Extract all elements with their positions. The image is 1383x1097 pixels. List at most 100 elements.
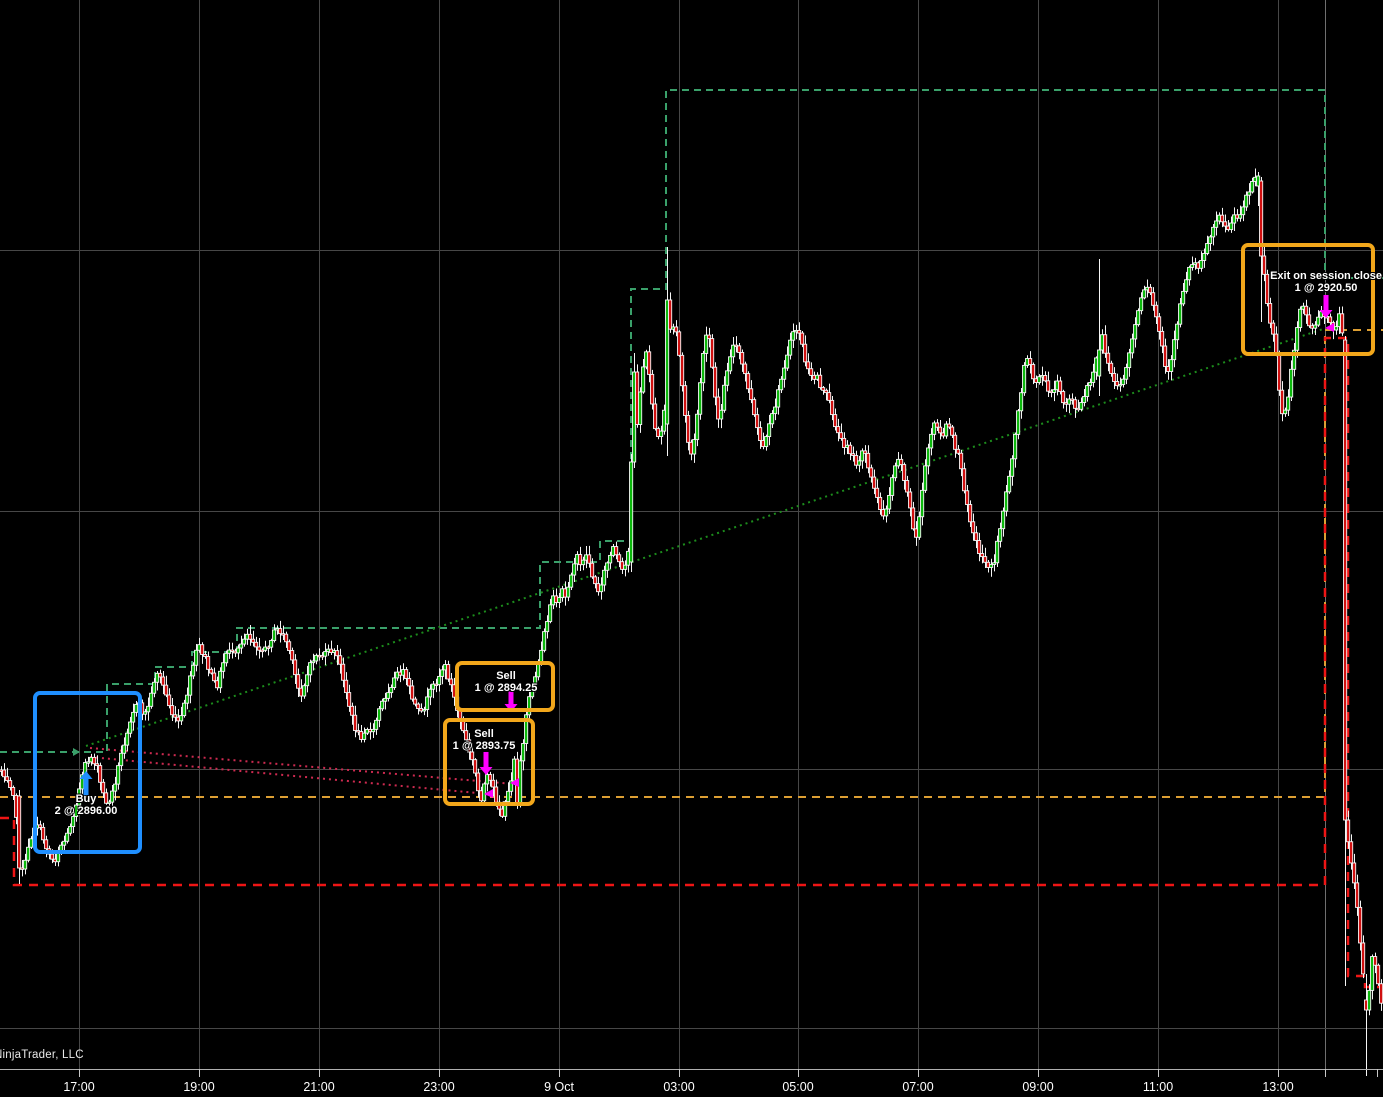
candle-body-up (524, 714, 529, 744)
candle-body-up (509, 780, 514, 792)
candle-body-up (731, 344, 736, 358)
candle-body-up (116, 765, 121, 785)
candle-body-down (851, 453, 856, 456)
candle-body-down (494, 786, 499, 803)
candle-body-down (953, 434, 958, 450)
candle-body-down (1151, 292, 1156, 306)
candle-body-up (767, 423, 772, 438)
candle-body-up (722, 384, 727, 411)
candle-body-down (1307, 314, 1312, 327)
candle-body-down (1355, 882, 1360, 908)
time-axis-label: 9 Oct (544, 1080, 574, 1094)
candle-body-up (134, 703, 139, 713)
candle-body-down (251, 638, 256, 643)
candle-body-down (710, 338, 715, 368)
candle-body-up (1127, 352, 1132, 369)
buy-execution-arrow-stem (83, 779, 89, 796)
candle-body-down (161, 676, 166, 686)
candle-body-down (1058, 380, 1063, 393)
candle-body-up (323, 651, 328, 657)
candle-body-down (284, 633, 289, 643)
trailing-line-start (73, 748, 80, 756)
time-axis-label: 19:00 (183, 1080, 214, 1094)
candle-body-down (1223, 221, 1228, 227)
candle-body-up (926, 447, 931, 467)
candle-body-down (950, 426, 955, 436)
candle-body-up (890, 477, 895, 496)
candle-body-down (959, 452, 964, 470)
candle-body-up (1313, 324, 1318, 329)
candle-body-down (257, 646, 262, 651)
candle-body-down (1115, 381, 1120, 387)
candle-body-down (1274, 333, 1279, 355)
candle-body-up (1082, 396, 1087, 404)
candle-body-up (581, 559, 586, 566)
candle-body-up (764, 436, 769, 448)
loss-trade-line-1 (89, 747, 515, 785)
candle-body-down (101, 781, 106, 794)
loss-trade-line-2 (89, 756, 489, 795)
candle-body-down (41, 826, 46, 841)
candle-body-up (425, 696, 430, 710)
candle-body-up (641, 366, 646, 393)
candle-body-up (191, 664, 196, 677)
candle-body-up (920, 489, 925, 518)
time-axis-label: 05:00 (782, 1080, 813, 1094)
candle-body-down (341, 663, 346, 681)
candle-body-up (239, 643, 244, 649)
candle-body-up (776, 389, 781, 408)
candle-body-down (95, 763, 100, 767)
candle-body-down (209, 668, 214, 674)
candle-body-up (131, 711, 136, 723)
candle-body-down (11, 787, 16, 796)
candle-body-down (1379, 983, 1383, 1004)
candle-body-up (362, 732, 367, 740)
candle-body-down (296, 674, 301, 689)
candle-body-down (677, 331, 682, 356)
candle-body-down (50, 853, 55, 860)
trade-line-end-2 (484, 789, 493, 798)
candle-body-up (1169, 359, 1174, 372)
candle-body-up (545, 621, 550, 633)
sell-execution-arrow-1-stem (508, 688, 514, 704)
candle-body-up (1091, 371, 1096, 383)
candle-body-down (947, 423, 952, 428)
candle-body-up (128, 721, 133, 734)
candle-body-up (65, 832, 70, 842)
candle-body-down (740, 352, 745, 365)
candle-body-up (1241, 206, 1246, 216)
candle-body-down (803, 343, 808, 363)
candle-body-down (713, 366, 718, 398)
candle-body-down (797, 329, 802, 334)
candle-body-up (1052, 389, 1057, 393)
candle-body-up (1088, 382, 1093, 387)
candle-body-up (659, 430, 664, 437)
candle-body-down (1028, 358, 1033, 366)
candle-body-up (1367, 989, 1372, 1011)
candle-body-up (188, 675, 193, 696)
candle-body-up (224, 652, 229, 664)
candle-body-up (1229, 222, 1234, 231)
candle-body-up (1244, 194, 1249, 208)
candle-body-down (956, 448, 961, 454)
candle-body-up (782, 367, 787, 380)
candle-body-up (302, 685, 307, 697)
candle-body-up (482, 783, 487, 802)
candle-body-up (1199, 260, 1204, 269)
candle-body-down (1280, 389, 1285, 415)
candle-body-up (548, 604, 553, 622)
candle-body-up (605, 562, 610, 571)
profit-trade-line (85, 327, 1327, 747)
candle-body-down (755, 414, 760, 429)
candle-body-up (1202, 253, 1207, 261)
candle-body-down (683, 385, 688, 416)
candle-body-up (119, 752, 124, 767)
candle-body-up (944, 423, 949, 437)
candle-body-down (1361, 942, 1366, 975)
candle-body-up (701, 352, 706, 384)
candle-body-up (1136, 310, 1141, 326)
candle-body-down (98, 765, 103, 783)
candle-body-up (374, 719, 379, 730)
candle-body-down (1352, 862, 1357, 884)
